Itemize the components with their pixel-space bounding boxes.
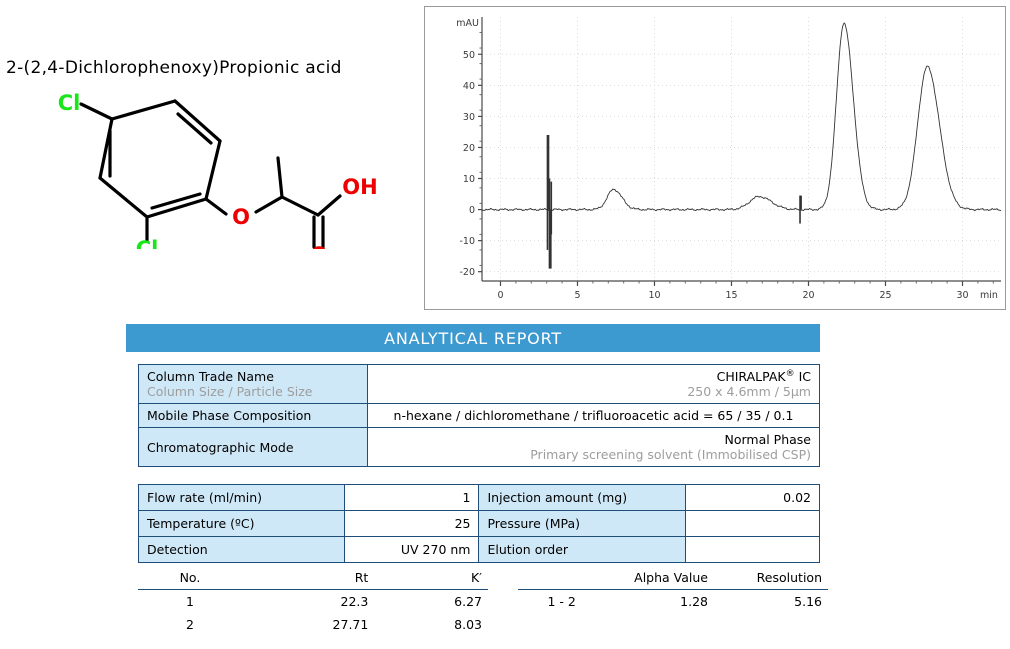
x-tick-label: 10	[648, 290, 660, 301]
x-axis-label: min	[980, 290, 998, 301]
results-header-pair	[518, 568, 606, 590]
injection-amount-value: 0.02	[684, 484, 821, 511]
hydroxyl-label: OH	[342, 175, 377, 199]
ether-oxygen-label: O	[232, 205, 250, 229]
result-alpha: 1.28	[680, 594, 708, 609]
pressure-value	[684, 510, 821, 537]
result-pair: 1 - 2	[547, 594, 576, 609]
x-tick-label: 5	[574, 290, 580, 301]
y-tick-label: 0	[469, 205, 475, 216]
results-header-no: No.	[138, 568, 242, 590]
results-header-resolution: Resolution	[713, 568, 828, 590]
chromatogram-plot: -20 -10 0 10 20 30 40 50 0 5 10 15 20 25 30 mAU min	[424, 6, 1006, 310]
chemical-structure-diagram: Cl Cl O O OH	[30, 84, 400, 267]
column-trade-name-text: CHIRALPAK® IC	[716, 369, 811, 385]
y-tick-label: 30	[463, 112, 475, 123]
table-row: Temperature (ºC) 25 Pressure (MPa)	[137, 510, 821, 537]
injection-amount-label: Injection amount (mg)	[478, 484, 686, 511]
chlorine-label-top: Cl	[58, 91, 81, 115]
table-row: 1 - 2 1.28 5.16	[518, 590, 828, 614]
column-trade-name-value: CHIRALPAK® IC 250 x 4.6mm / 5µm	[367, 363, 820, 405]
mobile-phase-label: Mobile Phase Composition	[138, 403, 368, 429]
y-tick-label: -20	[459, 267, 475, 278]
chromatogram-trace	[481, 22, 1002, 212]
table-row: Flow rate (ml/min) 1 Injection amount (m…	[137, 484, 821, 511]
result-resolution: 5.16	[794, 594, 822, 609]
table-row: 2 27.71 8.03	[138, 613, 488, 636]
detection-value: UV 270 nm	[344, 536, 480, 563]
results-table-retention: No. Rt K′ 1 22.3 6.27 2 27.71 8.03	[138, 568, 488, 636]
y-tick-label: -10	[459, 236, 475, 247]
temperature-value: 25	[344, 510, 480, 537]
column-trade-name-label: Column Trade Name Column Size / Particle…	[138, 363, 368, 405]
x-tick-label: 0	[497, 290, 503, 301]
registered-trademark-icon: ®	[785, 369, 795, 379]
column-size-value: 250 x 4.6mm / 5µm	[687, 384, 811, 400]
results-table-selectivity: Alpha Value Resolution 1 - 2 1.28 5.16	[518, 568, 828, 613]
y-axis-label: mAU	[456, 18, 479, 29]
table-header-row: No. Rt K′	[138, 568, 488, 590]
result-k-1: 6.27	[454, 594, 482, 609]
report-banner-title: ANALYTICAL REPORT	[384, 328, 562, 348]
results-header-k: K′	[374, 568, 488, 590]
temperature-label: Temperature (ºC)	[137, 510, 346, 537]
chlorine-label-bottom: Cl	[136, 237, 159, 249]
y-tick-label: 40	[463, 81, 475, 92]
result-k-2: 8.03	[454, 617, 482, 632]
pressure-label: Pressure (MPa)	[478, 510, 686, 537]
results-header-rt: Rt	[241, 568, 375, 590]
column-info-table: Column Trade Name Column Size / Particle…	[138, 363, 820, 468]
chromatographic-mode-value: Normal Phase Primary screening solvent (…	[367, 427, 820, 468]
structure-svg: Cl Cl O O OH	[58, 91, 378, 267]
table-header-row: Alpha Value Resolution	[518, 568, 828, 590]
parameters-table: Flow rate (ml/min) 1 Injection amount (m…	[137, 484, 821, 563]
table-row: Chromatographic Mode Normal Phase Primar…	[138, 427, 820, 468]
grid-lines	[482, 17, 1001, 281]
table-row: Mobile Phase Composition n-hexane / dich…	[138, 403, 820, 429]
y-tick-label: 50	[463, 50, 475, 61]
column-size-label: Column Size / Particle Size	[147, 384, 313, 400]
chromatographic-mode-primary: Normal Phase	[724, 432, 811, 448]
table-row: Detection UV 270 nm Elution order	[137, 536, 821, 563]
result-no-2: 2	[185, 617, 194, 632]
detection-label: Detection	[137, 536, 346, 563]
table-row: 1 22.3 6.27	[138, 590, 488, 614]
mobile-phase-value: n-hexane / dichloromethane / trifluoroac…	[367, 403, 820, 429]
x-tick-label: 25	[879, 290, 891, 301]
chromatographic-mode-label: Chromatographic Mode	[138, 427, 368, 468]
result-rt-2: 27.71	[332, 617, 369, 632]
y-tick-label: 20	[463, 143, 475, 154]
result-rt-1: 22.3	[340, 594, 369, 609]
page-title: 2-(2,4-Dichlorophenoxy)Propionic acid	[6, 58, 342, 78]
flow-rate-label: Flow rate (ml/min)	[137, 484, 346, 511]
chromatogram-svg: -20 -10 0 10 20 30 40 50 0 5 10 15 20 25 30 mAU min	[456, 17, 1002, 301]
elution-order-value	[684, 536, 821, 563]
x-tick-label: 15	[725, 290, 737, 301]
x-tick-label: 30	[956, 290, 968, 301]
x-tick-label: 20	[802, 290, 814, 301]
elution-order-label: Elution order	[478, 536, 686, 563]
table-row: Column Trade Name Column Size / Particle…	[138, 363, 820, 405]
results-header-alpha: Alpha Value	[605, 568, 714, 590]
carbonyl-oxygen-label: O	[310, 243, 328, 249]
analytical-report-banner: ANALYTICAL REPORT	[126, 324, 820, 352]
chromatographic-mode-secondary: Primary screening solvent (Immobilised C…	[530, 447, 811, 463]
result-no-1: 1	[185, 594, 194, 609]
flow-rate-value: 1	[344, 484, 480, 511]
y-tick-label: 10	[463, 174, 475, 185]
